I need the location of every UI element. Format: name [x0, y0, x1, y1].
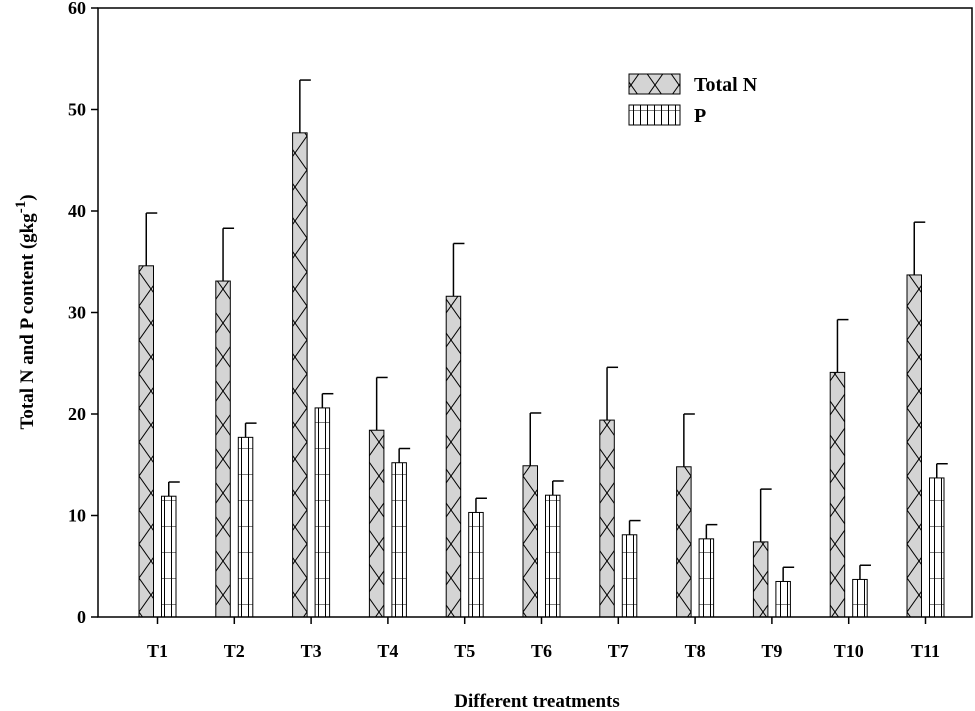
- bar-p-t1: [161, 495, 177, 618]
- legend-swatch-p: [628, 104, 681, 126]
- y-tick-label: 40: [68, 201, 86, 221]
- bar-p-t9: [775, 580, 791, 618]
- y-axis-label-close: ): [17, 194, 38, 200]
- legend-label-total-n: Total N: [694, 74, 758, 96]
- x-tick-label: T6: [531, 641, 552, 661]
- bar-p-t4: [391, 462, 407, 618]
- x-axis: T1 T2 T3 T4 T5 T6 T7 T8 T9 T10 T11: [147, 617, 940, 661]
- x-tick-label: T11: [911, 641, 940, 661]
- x-tick-label: T5: [454, 641, 475, 661]
- y-axis-label-superscript: -1: [13, 201, 29, 214]
- x-tick-label: T10: [834, 641, 864, 661]
- bar-total-n-t9: [752, 541, 769, 618]
- bar-p-t10: [852, 578, 868, 618]
- bar-p-t8: [698, 538, 715, 618]
- bar-p-t6: [545, 494, 561, 618]
- bar-total-n-t5: [445, 295, 462, 618]
- x-tick-label: T9: [761, 641, 782, 661]
- bar-total-n-t1: [138, 265, 154, 618]
- bar-total-n-t2: [215, 280, 231, 618]
- bar-total-n-t10: [829, 371, 846, 618]
- bar-p-t11: [929, 477, 945, 618]
- bar-total-n-t11: [906, 274, 922, 618]
- legend-label-p: P: [694, 105, 706, 127]
- y-tick-label: 30: [68, 303, 86, 323]
- y-tick-label: 50: [68, 100, 86, 120]
- legend-swatch-total-n: [628, 73, 681, 95]
- bar-total-n-t3: [292, 132, 308, 618]
- bar-total-n-t4: [368, 429, 385, 618]
- x-tick-label: T1: [147, 641, 168, 661]
- x-tick-label: T8: [685, 641, 706, 661]
- x-tick-label: T2: [224, 641, 245, 661]
- bar-p-t7: [621, 534, 638, 618]
- x-tick-label: T3: [301, 641, 322, 661]
- legend: Total N P: [628, 73, 758, 127]
- y-tick-label: 0: [77, 607, 86, 627]
- y-axis: 0 10 20 30 40 50 60: [68, 0, 98, 627]
- y-tick-label: 20: [68, 404, 86, 424]
- bar-p-t2: [237, 436, 254, 618]
- bar-total-n-t8: [676, 466, 692, 618]
- y-tick-label: 10: [68, 506, 86, 526]
- bar-p-t5: [468, 511, 484, 618]
- bars-layer: [138, 132, 945, 618]
- x-tick-label: T7: [608, 641, 629, 661]
- bar-total-n-t7: [599, 419, 615, 618]
- y-axis-label: Total N and P content (gkg-1): [13, 194, 38, 429]
- bar-total-n-t6: [522, 465, 538, 618]
- error-bars-layer: [145, 79, 948, 582]
- x-axis-label: Different treatments: [454, 691, 619, 711]
- bar-p-t3: [314, 407, 331, 618]
- x-tick-label: T4: [377, 641, 398, 661]
- y-tick-label: 60: [68, 0, 86, 18]
